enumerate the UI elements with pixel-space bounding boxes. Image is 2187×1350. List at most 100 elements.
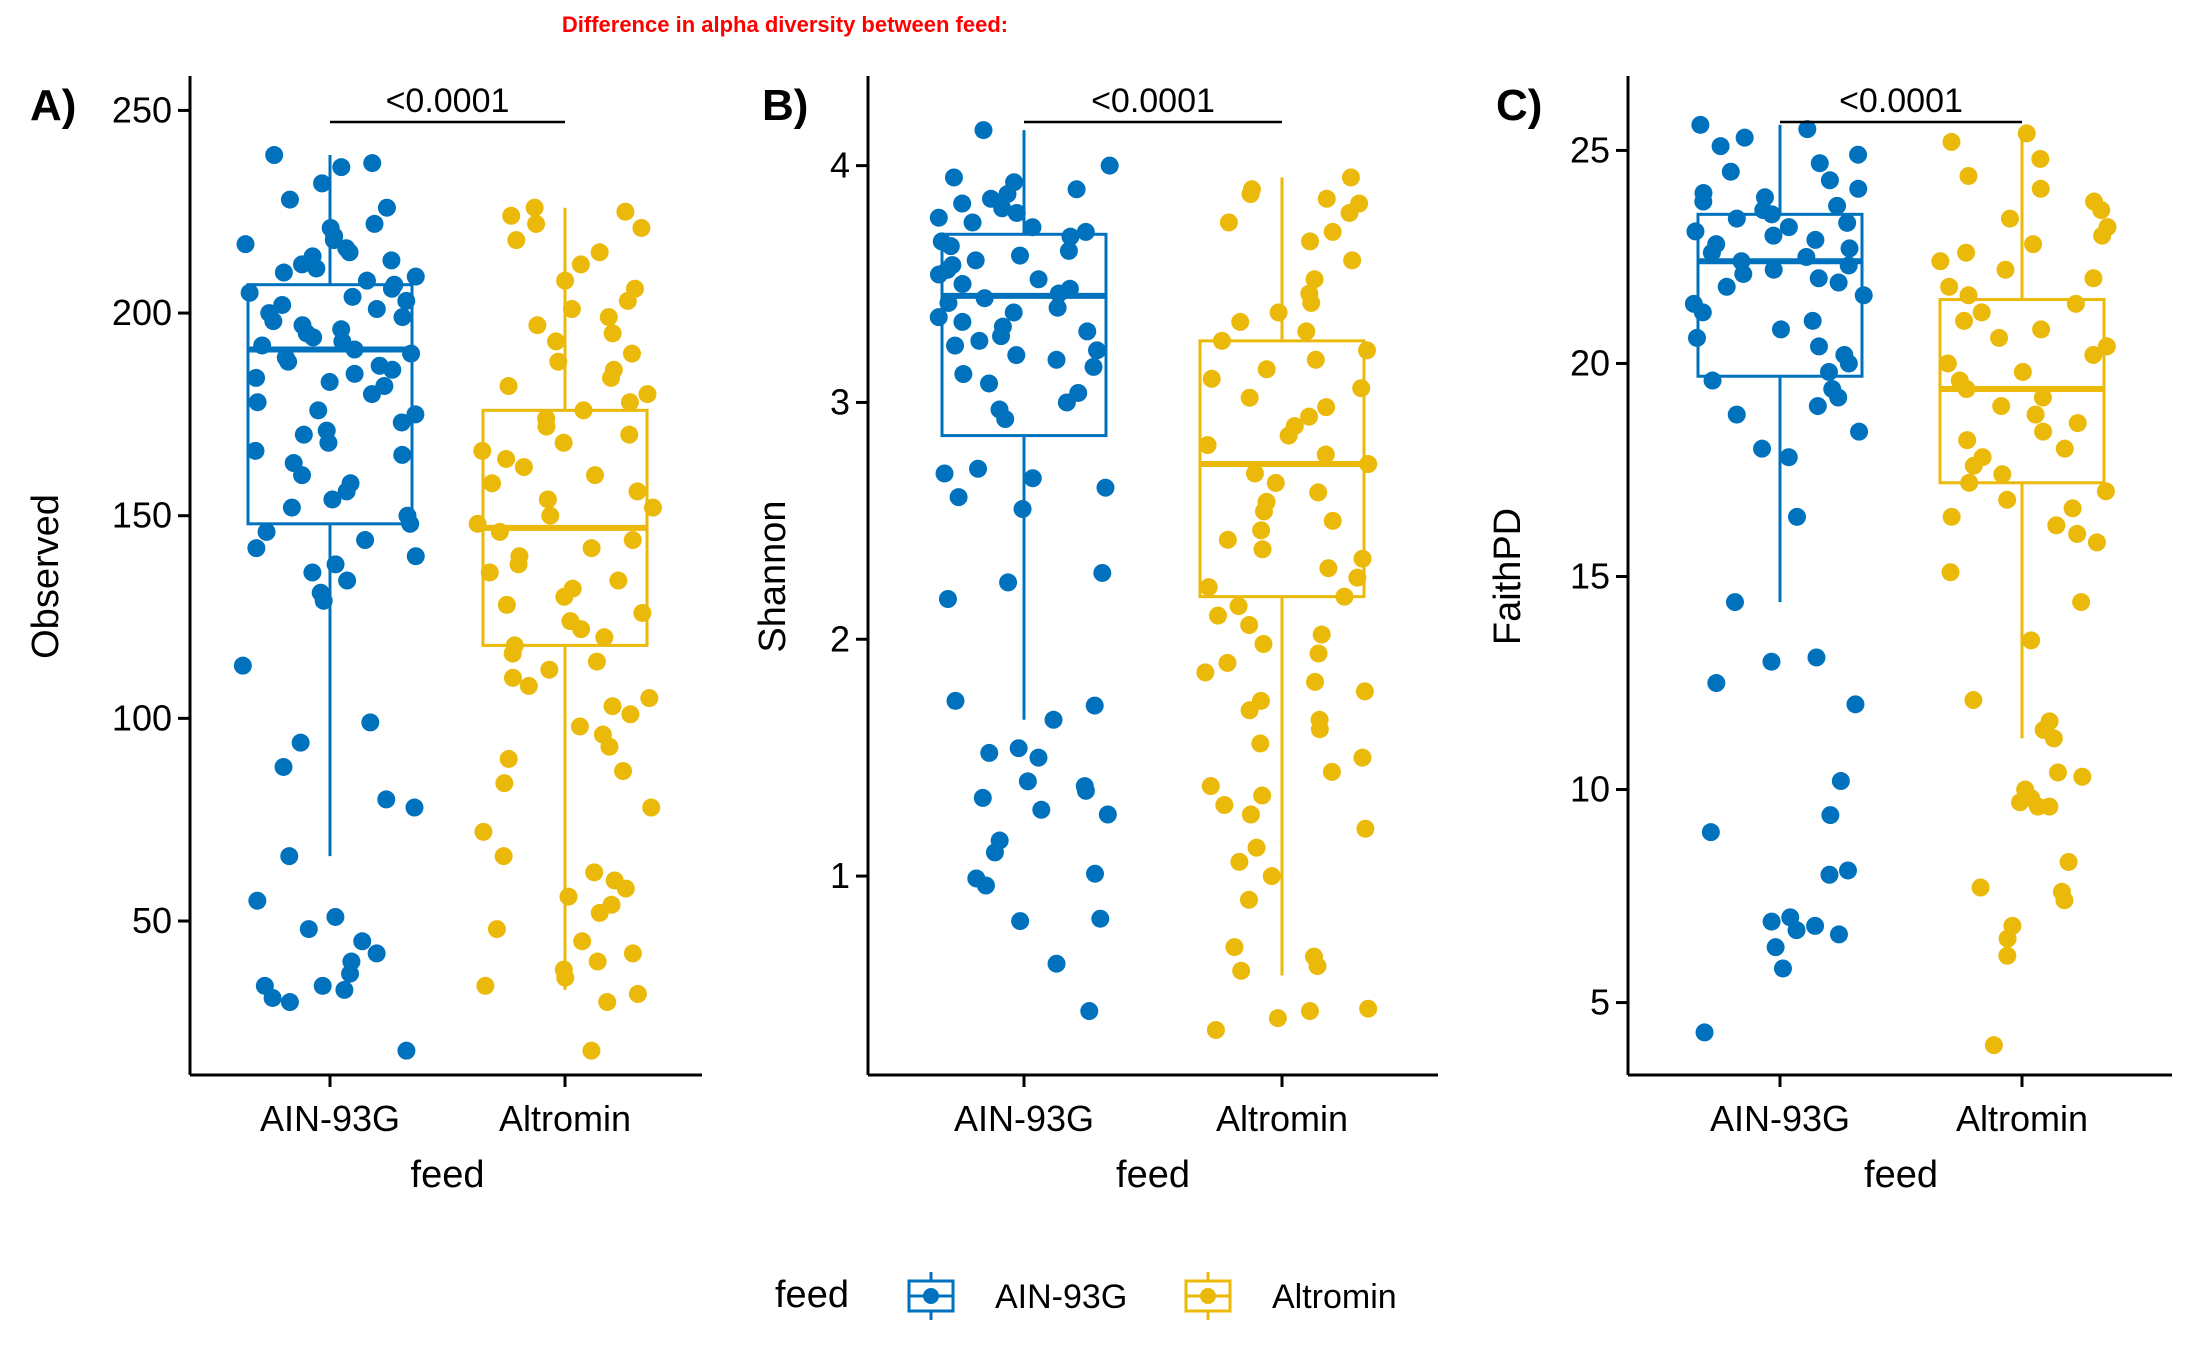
data-point — [1788, 507, 1807, 526]
data-point — [1808, 397, 1827, 416]
data-point — [1762, 912, 1781, 931]
data-point — [585, 863, 604, 882]
data-point — [307, 259, 326, 278]
data-point — [976, 876, 995, 895]
data-point — [363, 154, 382, 173]
y-tick-label: 10 — [1570, 769, 1610, 810]
legend-label: AIN-93G — [995, 1278, 1127, 1316]
data-point — [2059, 852, 2078, 871]
data-point — [1993, 465, 2012, 484]
data-point — [1820, 865, 1839, 884]
x-tick-label: Altromin — [499, 1098, 631, 1139]
data-point — [944, 168, 963, 187]
y-tick-label: 250 — [112, 89, 172, 130]
data-point — [1942, 507, 1961, 526]
data-point — [1309, 483, 1328, 502]
data-point — [1850, 422, 1869, 441]
data-point — [353, 932, 372, 951]
data-point — [248, 891, 267, 910]
data-point — [1809, 269, 1828, 288]
chart-title: Difference in alpha diversity between fe… — [561, 12, 1009, 37]
data-point — [2092, 201, 2111, 220]
data-point — [2084, 269, 2103, 288]
data-point — [1208, 606, 1227, 625]
data-point — [1096, 478, 1115, 497]
data-point — [499, 749, 518, 768]
data-point — [499, 377, 518, 396]
panel-a: 50 100 150 200 250 AIN-93G Altromin feed Observe… — [25, 76, 702, 1196]
data-point — [2026, 405, 2045, 424]
data-point — [309, 401, 328, 420]
y-tick-label: 4 — [830, 145, 850, 186]
data-point — [1828, 196, 1847, 215]
data-point — [1312, 625, 1331, 644]
data-point — [1829, 273, 1848, 292]
data-point — [274, 263, 293, 282]
data-point — [1032, 800, 1051, 819]
data-point — [1093, 563, 1112, 582]
box-ain-93g — [246, 283, 414, 526]
legend-key-altromin — [1184, 1272, 1232, 1320]
data-point — [953, 312, 972, 331]
data-point — [402, 344, 421, 363]
legend-label: Altromin — [1272, 1278, 1397, 1316]
data-point — [345, 364, 364, 383]
data-point — [502, 206, 521, 225]
data-point — [1984, 1036, 2003, 1055]
data-point — [549, 352, 568, 371]
data-point — [1241, 805, 1260, 824]
data-point — [1253, 786, 1272, 805]
x-axis-title: feed — [1864, 1154, 1938, 1196]
data-point — [941, 237, 960, 256]
data-point — [1322, 762, 1341, 781]
data-point — [509, 555, 528, 574]
data-point — [598, 993, 617, 1012]
data-point — [974, 121, 993, 140]
data-point — [1076, 222, 1095, 241]
data-point — [570, 717, 589, 736]
data-point — [490, 522, 509, 541]
data-point — [1044, 710, 1063, 729]
data-point — [1240, 701, 1259, 720]
data-point — [1992, 397, 2011, 416]
data-point — [1964, 456, 1983, 475]
data-point — [1231, 312, 1250, 331]
data-point — [474, 822, 493, 841]
data-point — [1279, 426, 1298, 445]
data-point — [1938, 354, 1957, 373]
data-point — [2031, 149, 2050, 168]
data-point — [1212, 331, 1231, 350]
data-point — [1771, 320, 1790, 339]
data-point — [2048, 763, 2067, 782]
data-point — [1820, 171, 1839, 190]
data-point — [2063, 499, 2082, 518]
data-point — [1972, 303, 1991, 322]
data-point — [1240, 388, 1259, 407]
data-point — [1809, 337, 1828, 356]
data-point — [393, 445, 412, 464]
data-point — [1711, 137, 1730, 156]
data-point — [1348, 568, 1367, 587]
data-point — [1846, 695, 1865, 714]
data-point — [1959, 166, 1978, 185]
data-point — [1300, 407, 1319, 426]
data-point — [468, 514, 487, 533]
data-point — [935, 464, 954, 483]
data-point — [1779, 448, 1798, 467]
data-point — [1353, 549, 1372, 568]
data-point — [1810, 154, 1829, 173]
data-point — [257, 522, 276, 541]
data-point — [2011, 793, 2030, 812]
data-point — [1306, 672, 1325, 691]
data-point — [1695, 1023, 1714, 1042]
data-point — [341, 964, 360, 983]
data-point — [1998, 929, 2017, 948]
data-point — [233, 656, 252, 675]
data-point — [2022, 631, 2041, 650]
data-point — [1854, 286, 1873, 305]
data-point — [1048, 298, 1067, 317]
data-point — [970, 331, 989, 350]
data-point — [1230, 852, 1249, 871]
data-point — [642, 798, 661, 817]
data-point — [2047, 516, 2066, 535]
